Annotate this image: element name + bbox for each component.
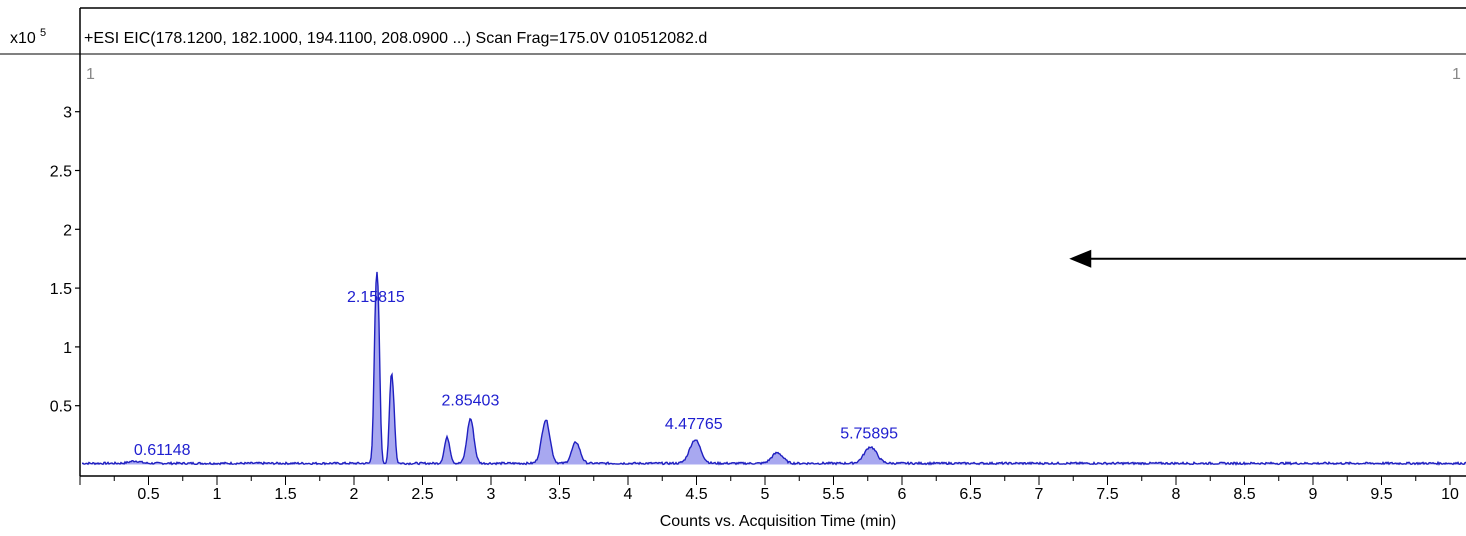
peak-area-fill — [82, 271, 1466, 465]
y-exponent-label: x10 — [10, 30, 36, 47]
x-tick-label: 5.5 — [822, 486, 844, 503]
x-tick-label: 1.5 — [274, 486, 296, 503]
x-tick-label: 8 — [1172, 486, 1181, 503]
x-tick-label: 4 — [624, 486, 633, 503]
panel-index-left: 1 — [86, 66, 95, 83]
x-tick-label: 7.5 — [1096, 486, 1118, 503]
peak-label: 0.61148 — [134, 442, 191, 459]
x-tick-label: 2.5 — [411, 486, 433, 503]
x-tick-label: 3 — [487, 486, 496, 503]
x-tick-label: 4.5 — [685, 486, 707, 503]
chromatogram-trace — [81, 271, 1466, 466]
chart-header: +ESI EIC(178.1200, 182.1000, 194.1100, 2… — [84, 30, 707, 47]
y-tick-label: 2 — [63, 222, 72, 239]
x-tick-label: 7 — [1035, 486, 1044, 503]
x-tick-label: 5 — [761, 486, 770, 503]
x-tick-label: 10 — [1441, 486, 1459, 503]
y-tick-label: 3 — [63, 105, 72, 122]
y-exponent-power: 5 — [40, 27, 46, 39]
x-axis-title: Counts vs. Acquisition Time (min) — [660, 513, 897, 530]
x-tick-label: 2 — [350, 486, 359, 503]
x-tick-label: 8.5 — [1233, 486, 1255, 503]
peak-label: 2.85403 — [442, 393, 500, 410]
arrow-head — [1069, 249, 1092, 268]
panel-index-right: 1 — [1452, 66, 1461, 83]
x-tick-label: 6.5 — [959, 486, 981, 503]
y-tick-label: 0.5 — [50, 399, 72, 416]
x-tick-label: 0.5 — [137, 486, 159, 503]
x-tick-label: 9.5 — [1370, 486, 1392, 503]
peak-label: 2.15815 — [347, 289, 405, 306]
y-tick-label: 2.5 — [50, 164, 72, 181]
x-tick-label: 9 — [1309, 486, 1318, 503]
y-tick-label: 1.5 — [50, 281, 72, 298]
x-tick-label: 1 — [213, 486, 222, 503]
x-tick-label: 6 — [898, 486, 907, 503]
peak-label: 4.47765 — [665, 416, 723, 433]
x-tick-label: 3.5 — [548, 486, 570, 503]
peak-label: 5.75895 — [840, 426, 898, 443]
y-tick-label: 1 — [63, 340, 72, 357]
